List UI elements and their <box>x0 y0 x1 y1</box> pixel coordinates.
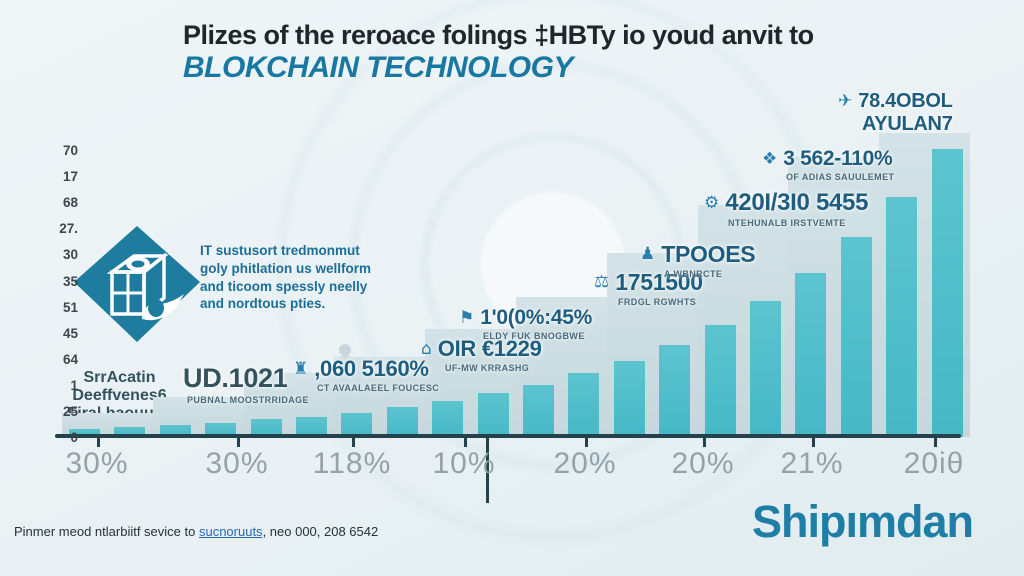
annotation-value: 1'0(0%:45% <box>480 306 592 329</box>
bar <box>886 197 918 437</box>
x-axis-tick-label: 21% <box>780 447 844 480</box>
footer-note: Pinmer meod ntlarbiitf sevice to sucnoru… <box>14 524 378 539</box>
bar <box>568 373 600 437</box>
page-title-line2: BLOKCHAIN TECHNOLOGY <box>183 51 574 84</box>
y-axis-tick-label: 64 <box>62 351 78 367</box>
x-axis-tick-label: 20% <box>553 447 617 480</box>
bar <box>750 301 781 437</box>
bar-annotation: ⚙ 420I/3I0 5455 NTEHUNALB IRSTVEMTE <box>704 189 868 228</box>
x-axis-tick-label: 20% <box>671 447 735 480</box>
y-axis-tick-label: 1 <box>70 377 78 393</box>
footer-text-before: Pinmer meod ntlarbiitf sevice to <box>14 524 199 539</box>
y-axis-tick-label: 51 <box>62 299 78 315</box>
annotation-value: 3 562-110% <box>783 147 893 170</box>
x-axis-tick <box>464 438 467 447</box>
x-axis-tick <box>703 438 706 447</box>
gear-icon: ⚙ <box>704 192 720 213</box>
bar-annotation: ♜ ,060 5160% CT AVAALAEEL FOUCESC <box>293 356 439 393</box>
flag-icon: ⚑ <box>459 307 475 328</box>
bank-icon: ♜ <box>293 358 309 379</box>
bar <box>931 149 963 437</box>
intro-line: and nordtous pties. <box>200 296 326 312</box>
house-icon: ⌂ <box>421 338 432 359</box>
x-axis-tick <box>237 438 240 447</box>
y-axis-tick-label: 30 <box>62 247 78 263</box>
annotation-subtext: NTEHUNALB IRSTVEMTE <box>728 218 846 228</box>
annotation-value: 420I/3I0 5455 <box>725 189 869 216</box>
bar <box>659 345 691 437</box>
bar <box>432 401 464 437</box>
annotation-subtext: A WBNRCTE <box>664 269 723 279</box>
plane-icon: ✈ <box>838 91 853 111</box>
annotation-subtext: UF-MW KRRASHG <box>445 363 530 373</box>
x-axis-tick-label: 10% <box>432 447 496 480</box>
intro-paragraph: IT sustusort tredmonmut goly phitlation … <box>200 242 400 313</box>
caption-line: SrrAcatin <box>83 369 156 386</box>
bar-annotation: ♟ TPOOES A WBNRCTE <box>640 241 756 279</box>
bar-annotation: UD.1021 PUBNAL MOOSTRRIDAGE <box>183 363 309 405</box>
footer-link[interactable]: sucnoruuts <box>198 524 263 539</box>
bar-annotation: ⌂ OIR €1229 UF-MW KRRASHG <box>421 336 542 373</box>
footer-text-after: , neo 000, 208 6542 <box>262 524 379 539</box>
intro-line: goly phitlation us wellform <box>200 260 372 276</box>
x-axis-tick-label: 118% <box>312 447 392 480</box>
annotation-subtext: FRDGL RGWHTS <box>618 297 697 307</box>
annotation-subtext: OF ADIAS SAUULEMET <box>786 172 895 182</box>
bar <box>386 407 418 437</box>
bar-annotation: ⚑ 1'0(0%:45% ELDY FUK BNOGBWE <box>459 306 592 341</box>
x-axis-divider-line <box>486 437 489 503</box>
bar <box>795 273 827 437</box>
page-title-line1: Plizes of the reroace folings ‡HBTy io y… <box>183 20 814 50</box>
x-axis-tick <box>97 438 100 447</box>
y-axis-tick-label: 70 <box>62 143 78 158</box>
annotation-subtext: ELDY FUK BNOGBWE <box>483 331 585 341</box>
bar <box>613 361 645 437</box>
x-axis-tick-label: 20iθ <box>903 447 965 480</box>
person-icon: ♟ <box>640 244 656 264</box>
x-axis-tick <box>934 438 937 447</box>
x-axis-tick <box>352 438 355 447</box>
annotation-value: OIR €1229 <box>437 336 542 361</box>
scales-icon: ⚖ <box>594 272 610 292</box>
y-axis-tick-label: 27. <box>59 221 78 237</box>
bar <box>523 385 554 437</box>
y-axis-tick-label: 0 <box>70 430 78 446</box>
x-axis-tick-label: 30% <box>65 447 129 480</box>
blockchain-cube-icon <box>74 226 200 342</box>
x-axis-tick-label: 30% <box>205 447 269 480</box>
intro-line: and ticoom spessly neelly <box>200 278 368 294</box>
annotation-value: 78.4OBOL <box>858 90 953 112</box>
bar-annotation: ⚖ 1751500 FRDGL RGWHTS <box>594 269 703 307</box>
caption-line: Firal haouuse <box>67 404 172 422</box>
diamond-icon: ❖ <box>762 148 778 169</box>
bar-annotation: ❖ 3 562-110% OF ADIAS SAUULEMET <box>762 147 894 182</box>
annotation-value: TPOOES <box>661 241 756 267</box>
x-axis-line <box>55 434 961 438</box>
background-step <box>697 205 789 437</box>
bar <box>477 393 509 437</box>
y-axis-tick-label: 68 <box>62 195 78 211</box>
y-axis-tick-label: 45 <box>62 325 78 341</box>
annotation-value: ,060 5160% <box>314 356 429 381</box>
x-axis-tick <box>812 438 815 447</box>
bar-annotation: ✈ 78.4OBOL AYULAN7 <box>838 90 953 136</box>
annotation-subtext: PUBNAL MOOSTRRIDAGE <box>187 395 309 405</box>
intro-line: IT sustusort tredmonmut <box>200 243 360 258</box>
y-axis-tick-label: 35 <box>62 273 78 289</box>
x-axis-tick <box>585 438 588 447</box>
caption-line: Deeffvenes6 <box>72 386 167 404</box>
y-axis-tick-label: 17 <box>62 169 78 185</box>
annotation-value-line2: AYULAN7 <box>862 113 953 135</box>
bar <box>840 237 872 437</box>
annotation-value: UD.1021 <box>183 363 288 393</box>
annotation-value: 1751500 <box>615 269 703 295</box>
annotation-subtext: CT AVAALAEEL FOUCESC <box>317 383 440 393</box>
bar <box>704 325 736 437</box>
brand-logo: Shipımdan <box>752 496 974 547</box>
y-axis-tick-label: 25 <box>62 404 78 419</box>
